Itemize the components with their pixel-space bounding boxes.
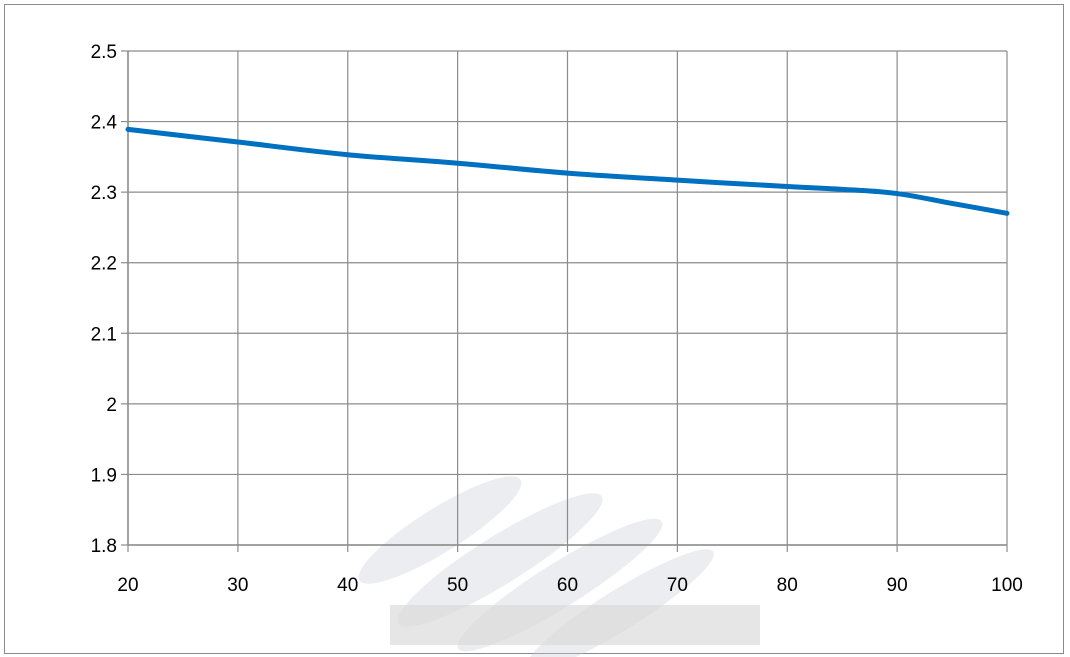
x-axis-tick-labels: 20 30 40 50 60 70 80 90 100 <box>117 575 1022 596</box>
axes <box>121 50 1008 552</box>
y-tick-label: 2 <box>106 395 117 416</box>
x-tick-label: 70 <box>667 575 688 596</box>
x-tick-label: 80 <box>777 575 798 596</box>
x-tick-label: 100 <box>991 575 1023 596</box>
y-tick-label: 2.2 <box>91 254 117 275</box>
series-group <box>125 126 1010 216</box>
x-tick-label: 90 <box>887 575 908 596</box>
y-axis-tick-labels: 1.8 1.9 2 2.1 2.2 2.3 2.4 2.5 <box>91 42 118 557</box>
y-tick-label: 2.4 <box>91 113 118 134</box>
x-tick-label: 30 <box>227 575 248 596</box>
y-tick-label: 2.3 <box>91 183 117 204</box>
y-tick-label: 1.8 <box>91 536 117 557</box>
y-tick-label: 1.9 <box>91 465 117 486</box>
watermark-logo <box>358 476 760 657</box>
series-line <box>125 126 1010 216</box>
grid-lines <box>127 50 1008 546</box>
y-tick-label: 2.5 <box>91 42 117 63</box>
x-tick-label: 20 <box>117 575 138 596</box>
x-tick-label: 60 <box>557 575 578 596</box>
x-tick-label: 40 <box>337 575 358 596</box>
x-tick-label: 50 <box>447 575 468 596</box>
y-tick-label: 2.1 <box>91 324 117 345</box>
